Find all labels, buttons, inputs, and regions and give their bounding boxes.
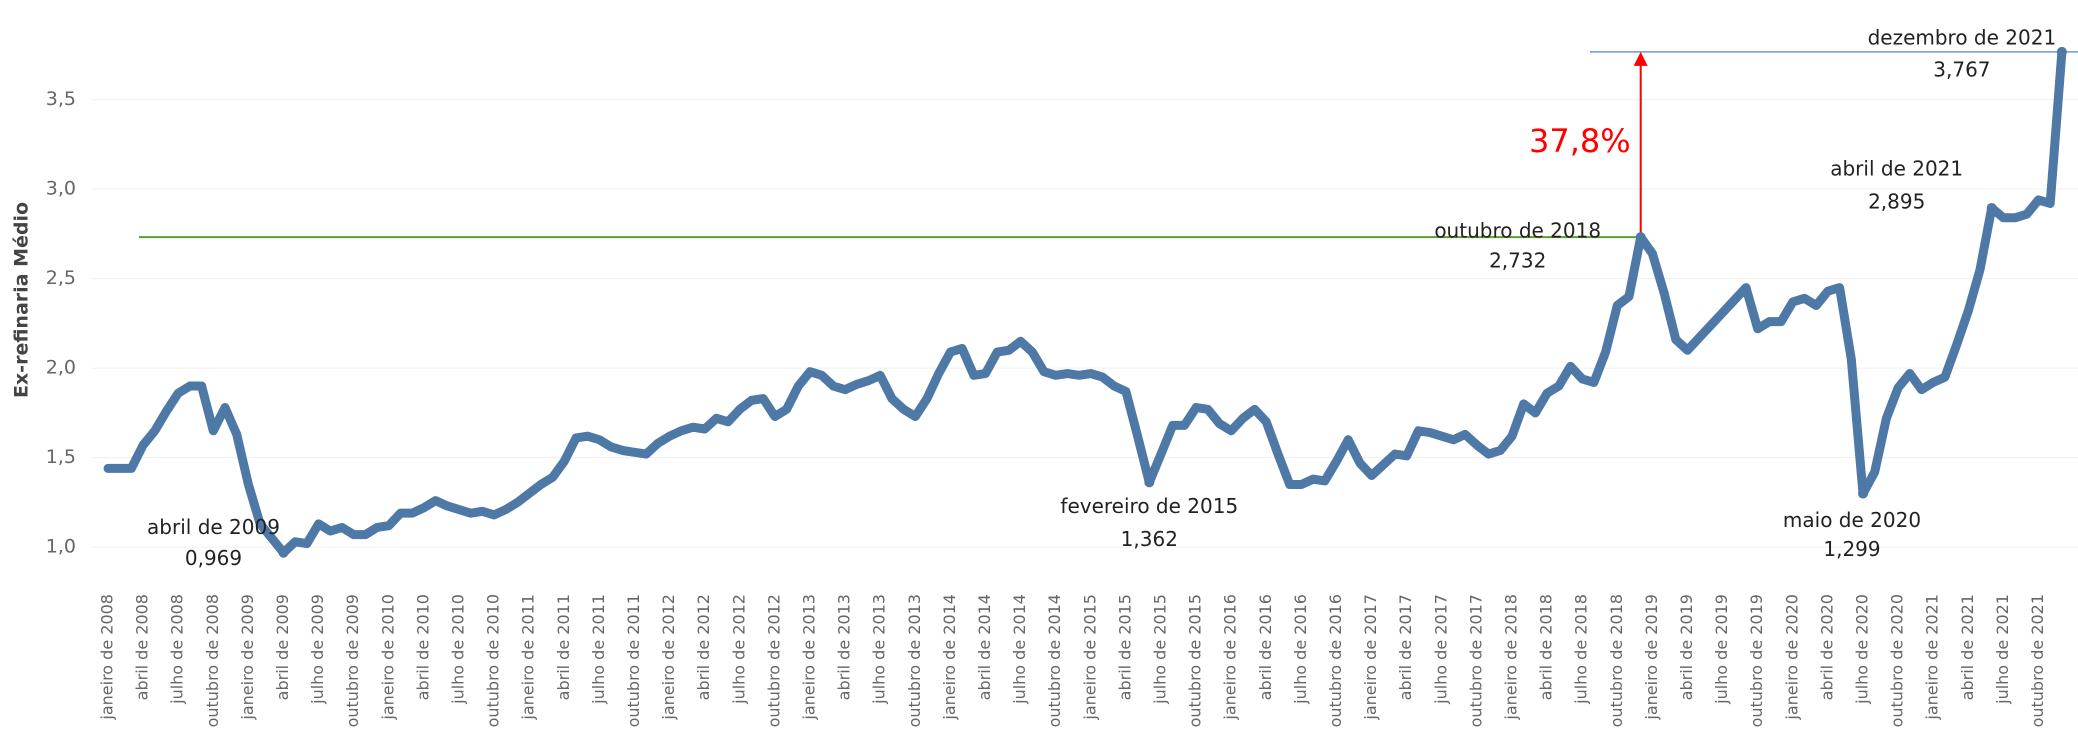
x-tick-label: julho de 2011	[589, 594, 608, 705]
x-tick-label: abril de 2014	[975, 594, 994, 700]
x-tick-label: janeiro de 2014	[940, 594, 959, 721]
x-tick-label: janeiro de 2021	[1923, 594, 1942, 721]
x-tick-label: julho de 2015	[1151, 594, 1170, 705]
annotation-dot	[278, 547, 289, 558]
x-tick-label: julho de 2014	[1010, 594, 1029, 705]
x-tick-label: janeiro de 2016	[1221, 594, 1240, 721]
x-tick-label: janeiro de 2017	[1361, 594, 1380, 721]
annotation-value: 1,299	[1823, 537, 1880, 561]
x-tick-label: abril de 2011	[554, 594, 573, 700]
x-tick-label: janeiro de 2015	[1080, 594, 1099, 721]
annotation-dot	[1144, 477, 1155, 488]
annotation-label: fevereiro de 2015	[1060, 494, 1238, 518]
x-tick-label: outubro de 2009	[343, 594, 362, 727]
x-tick-label: outubro de 2011	[624, 594, 643, 727]
annotation-dot	[1858, 488, 1868, 499]
x-tick-label: abril de 2010	[413, 594, 432, 700]
data-line	[103, 47, 2067, 558]
change-label: 37,8%	[1529, 122, 1631, 160]
x-tick-label: janeiro de 2019	[1642, 594, 1661, 721]
annotation-dot	[1986, 202, 1997, 213]
x-tick-label: outubro de 2019	[1747, 594, 1766, 727]
annotation-dot	[2056, 46, 2067, 57]
x-tick-label: outubro de 2010	[484, 594, 503, 727]
arrow-head	[1633, 51, 1648, 66]
x-tick-label: abril de 2020	[1817, 594, 1836, 700]
x-tick-label: janeiro de 2013	[800, 594, 819, 721]
x-tick-label: outubro de 2017	[1466, 594, 1485, 727]
y-tick-label: 3,5	[46, 88, 76, 110]
annotation-label: dezembro de 2021	[1868, 25, 2057, 49]
x-tick-label: julho de 2018	[1572, 594, 1591, 705]
annotation-dot	[1635, 232, 1646, 243]
annotation-label: outubro de 2018	[1434, 219, 1601, 243]
x-tick-label: julho de 2009	[308, 594, 327, 705]
x-tick-label: julho de 2021	[1993, 594, 2012, 705]
x-tick-label: abril de 2018	[1537, 594, 1556, 700]
x-tick-label: abril de 2015	[1115, 594, 1134, 700]
x-tick-label: abril de 2008	[133, 594, 152, 700]
x-tick-label: outubro de 2013	[905, 594, 924, 727]
y-tick-label: 1,0	[46, 536, 76, 558]
x-tick-label: abril de 2012	[694, 594, 713, 700]
annotation-value: 1,362	[1121, 527, 1178, 551]
annotation-label: abril de 2021	[1830, 156, 1963, 180]
x-tick-label: julho de 2017	[1431, 594, 1450, 705]
x-tick-label: janeiro de 2011	[519, 594, 538, 721]
x-tick-label: janeiro de 2018	[1502, 594, 1521, 721]
annotation-value: 2,895	[1868, 189, 1925, 213]
y-tick-label: 1,5	[46, 446, 76, 468]
x-tick-label: julho de 2020	[1853, 594, 1872, 705]
x-tick-label: janeiro de 2008	[98, 594, 117, 721]
x-tick-label: julho de 2008	[168, 594, 187, 705]
x-tick-label: janeiro de 2020	[1782, 594, 1801, 721]
x-tick-label: abril de 2016	[1256, 594, 1275, 700]
x-tick-label: julho de 2012	[729, 594, 748, 705]
x-tick-label: julho de 2019	[1712, 594, 1731, 705]
x-tick-label: outubro de 2018	[1607, 594, 1626, 727]
x-tick-label: janeiro de 2012	[659, 594, 678, 721]
x-tick-label: abril de 2013	[835, 594, 854, 700]
x-tick-label: julho de 2010	[449, 594, 468, 705]
x-tick-label: outubro de 2012	[764, 594, 783, 727]
x-tick-label: outubro de 2020	[1888, 594, 1907, 727]
x-tick-label: abril de 2019	[1677, 594, 1696, 700]
y-tick-label: 3,0	[46, 178, 76, 200]
x-tick-label: julho de 2016	[1291, 594, 1310, 705]
annotation-label: abril de 2009	[147, 515, 280, 539]
x-tick-label: abril de 2009	[273, 594, 292, 700]
x-tick-label: julho de 2013	[870, 594, 889, 705]
y-axis-title: Ex-refinaria Médio	[11, 202, 33, 398]
y-tick-label: 2,5	[46, 267, 76, 289]
x-tick-label: abril de 2021	[1958, 594, 1977, 700]
x-tick-label: outubro de 2008	[203, 594, 222, 727]
x-tick-label: janeiro de 2009	[238, 594, 257, 721]
x-tick-label: outubro de 2015	[1186, 594, 1205, 727]
x-tick-label: outubro de 2014	[1045, 594, 1064, 727]
y-tick-label: 2,0	[46, 357, 76, 379]
annotation-value: 3,767	[1933, 57, 1990, 81]
annotation-label: maio de 2020	[1783, 508, 1921, 532]
x-tick-label: abril de 2017	[1396, 594, 1415, 700]
x-tick-label: janeiro de 2010	[378, 594, 397, 721]
annotation-value: 2,732	[1489, 249, 1546, 273]
x-tick-label: outubro de 2016	[1326, 594, 1345, 727]
annotation-value: 0,969	[185, 546, 242, 570]
x-tick-label: outubro de 2021	[2028, 594, 2047, 727]
